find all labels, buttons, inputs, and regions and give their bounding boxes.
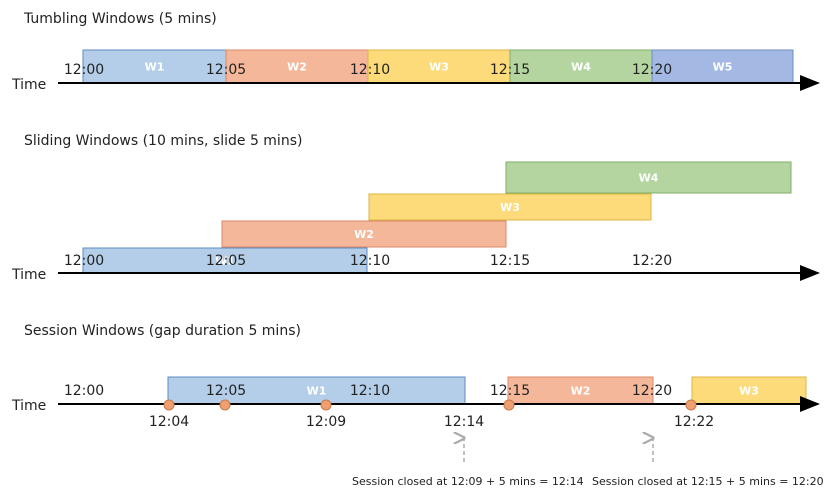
window	[368, 193, 652, 221]
window-label: W4	[639, 172, 659, 185]
axis-label: Time	[11, 398, 46, 414]
window-label: W2	[287, 61, 307, 74]
tick-label: 12:15	[490, 62, 530, 78]
tick-label: 12:15	[490, 253, 530, 269]
event-label: 12:22	[674, 414, 714, 430]
window-label: W4	[571, 61, 591, 74]
close-note: Session closed at 12:15 + 5 mins = 12:20	[592, 475, 824, 488]
window-label: W3	[739, 385, 759, 398]
tick-label: 12:00	[64, 253, 104, 269]
window	[691, 376, 807, 405]
window	[225, 49, 369, 84]
axis-label: Time	[11, 77, 46, 93]
tick-label: 12:20	[632, 383, 672, 399]
event-label: 12:09	[306, 414, 346, 430]
tick-label: 12:05	[206, 383, 246, 399]
tick-label: 12:10	[350, 383, 390, 399]
tick-label: 12:05	[206, 253, 246, 269]
window-label: W1	[307, 385, 327, 398]
event-dot	[163, 399, 175, 411]
window-label: W3	[429, 61, 449, 74]
event-label: 12:04	[149, 414, 189, 430]
close-note: Session closed at 12:09 + 5 mins = 12:14	[352, 475, 584, 488]
event-dot	[320, 399, 332, 411]
tick-label: 12:05	[206, 62, 246, 78]
event-dot	[503, 399, 515, 411]
window	[82, 49, 227, 84]
window-label: W3	[500, 201, 520, 214]
window	[221, 220, 507, 248]
window	[367, 49, 511, 84]
window	[82, 247, 368, 274]
tick-label: 12:00	[64, 383, 104, 399]
window	[505, 161, 792, 194]
tick-label: 12:15	[490, 383, 530, 399]
window-label: W2	[571, 385, 591, 398]
event-dot	[219, 399, 231, 411]
tick-label: 12:00	[64, 62, 104, 78]
axis-label: Time	[11, 267, 46, 283]
tick-label: 12:20	[632, 253, 672, 269]
event-dot	[685, 399, 697, 411]
window-label: W5	[713, 61, 733, 74]
window-label: W1	[215, 255, 235, 268]
section-title: Tumbling Windows (5 mins)	[23, 11, 217, 27]
tick-label: 12:10	[350, 253, 390, 269]
window-label: W2	[354, 228, 374, 241]
event-label: 12:14	[444, 414, 484, 430]
window-label: W1	[145, 61, 165, 74]
section-title: Session Windows (gap duration 5 mins)	[24, 323, 301, 339]
tick-label: 12:20	[632, 62, 672, 78]
tick-label: 12:10	[350, 62, 390, 78]
window	[507, 376, 654, 405]
section-title: Sliding Windows (10 mins, slide 5 mins)	[24, 133, 302, 149]
